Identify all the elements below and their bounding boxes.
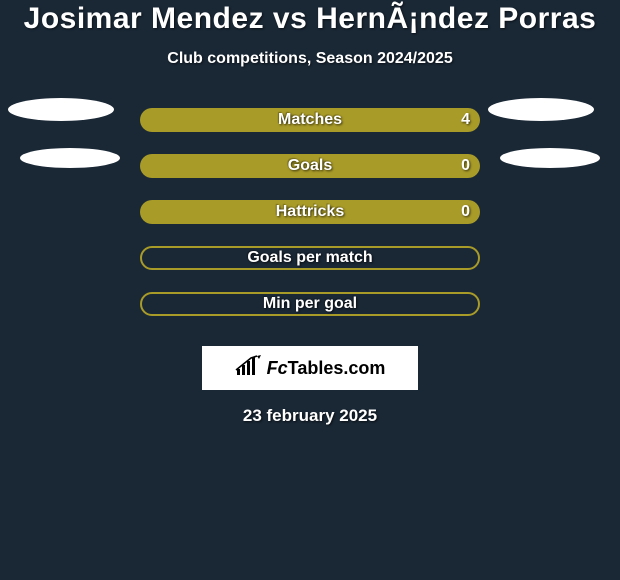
page-title: Josimar Mendez vs HernÃ¡ndez Porras	[0, 0, 620, 36]
stat-bar-goals-per-match: Goals per match	[140, 246, 480, 270]
player2-pill-matches	[488, 98, 594, 121]
stat-row-min-per-goal: Min per goal	[0, 292, 620, 338]
comparison-infographic: Josimar Mendez vs HernÃ¡ndez Porras Club…	[0, 0, 620, 580]
stat-bar-goals: Goals 0	[140, 154, 480, 178]
player1-pill-matches	[8, 98, 114, 121]
fctables-logo: FcTables.com	[202, 346, 418, 390]
stat-label: Goals	[288, 157, 332, 175]
stat-label: Hattricks	[276, 203, 344, 221]
stat-label: Min per goal	[263, 295, 357, 313]
stat-value: 0	[461, 154, 470, 178]
stat-value: 0	[461, 200, 470, 224]
stat-value: 4	[461, 108, 470, 132]
stats-rows: Matches 4 Goals 0 Hattricks 0 Goals per …	[0, 108, 620, 338]
logo-text-tables: Tables.com	[288, 358, 386, 379]
logo-text-fc: Fc	[267, 358, 288, 379]
stat-row-matches: Matches 4	[0, 108, 620, 154]
player1-pill-goals	[20, 148, 120, 168]
stat-row-goals: Goals 0	[0, 154, 620, 200]
generation-date: 23 february 2025	[0, 406, 620, 426]
page-subtitle: Club competitions, Season 2024/2025	[0, 36, 620, 68]
stat-row-hattricks: Hattricks 0	[0, 200, 620, 246]
logo-text: FcTables.com	[267, 358, 386, 379]
stat-label: Goals per match	[247, 249, 372, 267]
stat-label: Matches	[278, 111, 342, 129]
player2-pill-goals	[500, 148, 600, 168]
stat-bar-matches: Matches 4	[140, 108, 480, 132]
stat-bar-min-per-goal: Min per goal	[140, 292, 480, 316]
bars-icon	[235, 355, 263, 382]
stat-bar-hattricks: Hattricks 0	[140, 200, 480, 224]
stat-row-goals-per-match: Goals per match	[0, 246, 620, 292]
